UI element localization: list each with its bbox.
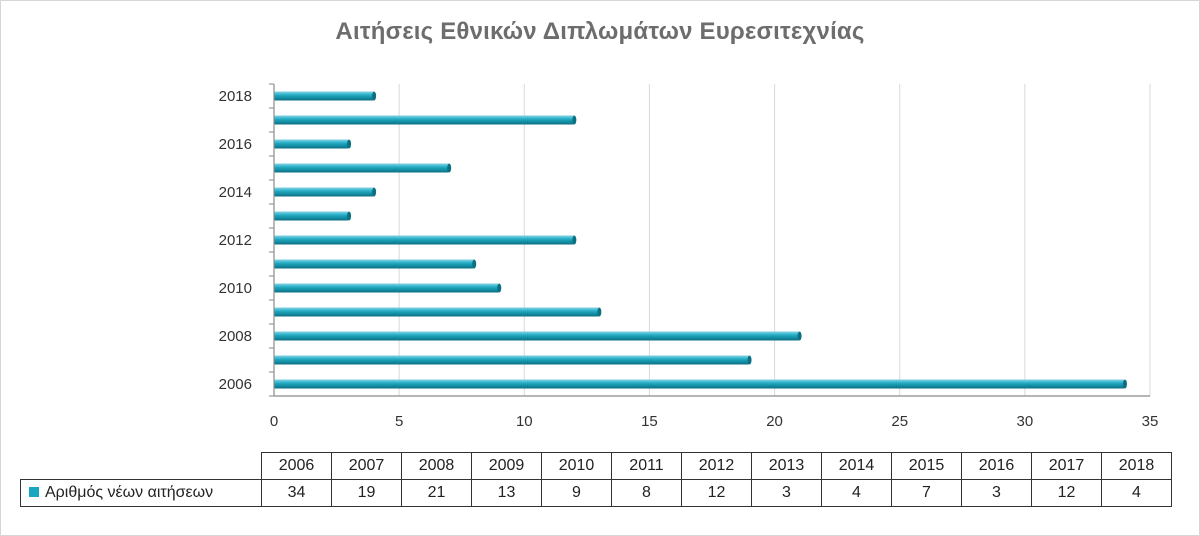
data-table: 2006 2007 2008 2009 2010 2011 2012 2013 2014 2015… [20, 452, 1172, 507]
bar-2006 [274, 379, 1125, 389]
table-year-2011: 2011 [611, 452, 682, 480]
table-value-2015: 7 [891, 479, 962, 507]
data-table-value-row: Αριθμός νέων αιτήσεων 34 19 21 13 9 8 12 3 4 7 3 12… [20, 479, 1172, 507]
table-value-2013: 3 [751, 479, 822, 507]
x-tick-label: 5 [395, 413, 403, 430]
y-tick-label: 2006 [219, 376, 252, 393]
bar-end-2008 [797, 331, 802, 341]
data-table-corner [21, 453, 262, 480]
series-legend-cell: Αριθμός νέων αιτήσεων [20, 479, 262, 507]
table-year-2016: 2016 [961, 452, 1032, 480]
bar-2012 [274, 235, 575, 245]
x-tick-label: 35 [1142, 413, 1159, 430]
x-tick-label: 25 [891, 413, 908, 430]
chart-title: Αιτήσεις Εθνικών Διπλωμάτων Ευρεσιτεχνία… [335, 18, 865, 45]
table-year-2018: 2018 [1101, 452, 1172, 480]
y-tick-label: 2014 [219, 184, 252, 201]
bar-end-2017 [572, 115, 577, 125]
table-year-2014: 2014 [821, 452, 892, 480]
bar-2013 [274, 211, 350, 221]
bar-end-2011 [472, 259, 477, 269]
y-tick-label: 2010 [219, 280, 252, 297]
table-year-2010: 2010 [541, 452, 612, 480]
bar-end-2013 [347, 211, 352, 221]
table-value-2010: 9 [541, 479, 612, 507]
y-tick-label: 2012 [219, 232, 252, 249]
x-tick-label: 15 [641, 413, 658, 430]
bar-2016 [274, 139, 350, 149]
table-value-2011: 8 [611, 479, 682, 507]
bar-end-2007 [747, 355, 752, 365]
bar-2009 [274, 307, 600, 317]
x-tick-label: 30 [1017, 413, 1034, 430]
bar-2010 [274, 283, 500, 293]
legend-swatch [29, 486, 39, 497]
table-year-2009: 2009 [471, 452, 542, 480]
table-value-2016: 3 [961, 479, 1032, 507]
bar-end-2006 [1122, 379, 1127, 389]
y-tick-label: 2018 [219, 88, 252, 105]
y-tick-label: 2016 [219, 136, 252, 153]
table-value-2009: 13 [471, 479, 542, 507]
bar-end-2016 [347, 139, 352, 149]
bar-end-2012 [572, 235, 577, 245]
x-tick-label: 20 [766, 413, 783, 430]
table-value-2018: 4 [1101, 479, 1172, 507]
table-value-2007: 19 [331, 479, 402, 507]
bar-2018 [274, 91, 375, 101]
bar-2007 [274, 355, 750, 365]
table-value-2017: 12 [1031, 479, 1102, 507]
table-year-2007: 2007 [331, 452, 402, 480]
bar-2014 [274, 187, 375, 197]
bar-2011 [274, 259, 475, 269]
bar-2017 [274, 115, 575, 125]
x-tick-label: 0 [270, 413, 278, 430]
y-tick-label: 2008 [219, 328, 252, 345]
table-value-2014: 4 [821, 479, 892, 507]
x-tick-label: 10 [516, 413, 533, 430]
table-year-2012: 2012 [681, 452, 752, 480]
bar-end-2009 [597, 307, 602, 317]
bar-2015 [274, 163, 450, 173]
bar-2008 [274, 331, 800, 341]
table-year-2017: 2017 [1031, 452, 1102, 480]
bar-end-2018 [372, 91, 377, 101]
table-value-2012: 12 [681, 479, 752, 507]
table-year-2008: 2008 [401, 452, 472, 480]
bar-end-2015 [447, 163, 452, 173]
bar-end-2010 [497, 283, 502, 293]
table-value-2006: 34 [261, 479, 332, 507]
series-name: Αριθμός νέων αιτήσεων [45, 484, 214, 501]
table-year-2006: 2006 [261, 452, 332, 480]
table-year-2013: 2013 [751, 452, 822, 480]
table-value-2008: 21 [401, 479, 472, 507]
table-year-2015: 2015 [891, 452, 962, 480]
data-table-header-row: 2006 2007 2008 2009 2010 2011 2012 2013 2014 2015… [21, 452, 1172, 480]
bar-end-2014 [372, 187, 377, 197]
